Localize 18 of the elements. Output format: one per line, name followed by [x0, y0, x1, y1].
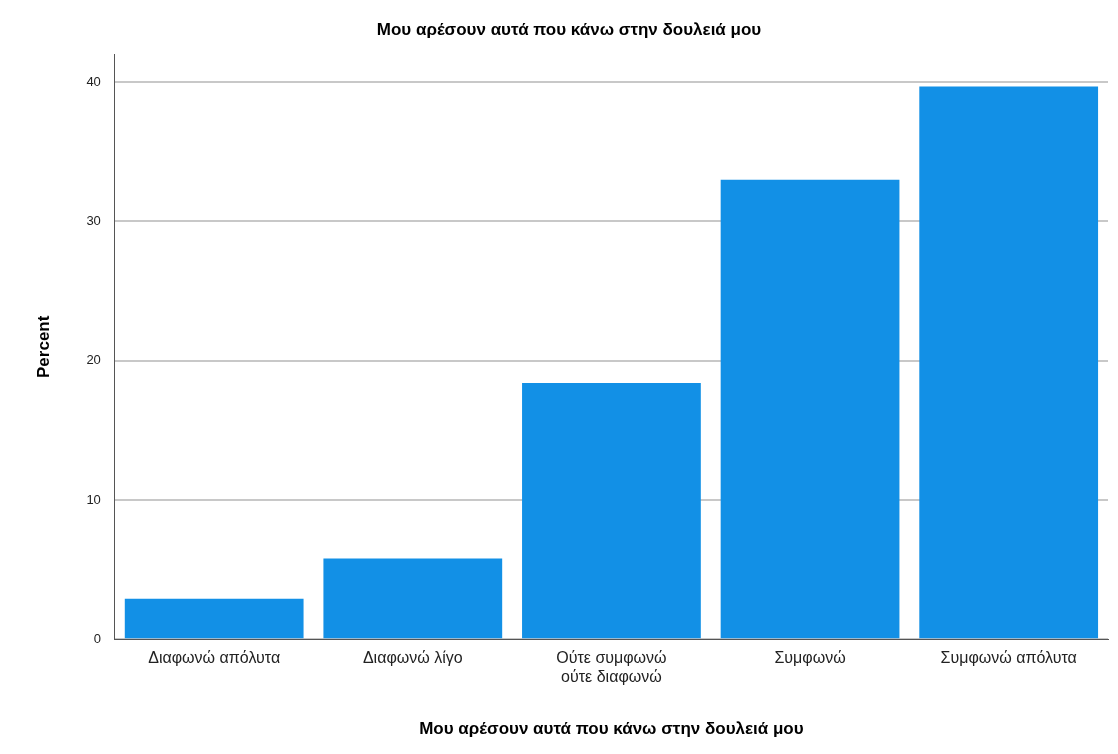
x-tick-label: Συμφωνώ απόλυτα: [940, 649, 1077, 667]
bar: [522, 383, 701, 639]
x-tick-label: Διαφωνώ λίγο: [362, 649, 463, 667]
y-axis-title: Percent: [33, 315, 53, 378]
x-tick-label: Συμφωνώ: [774, 649, 846, 667]
y-tick-label: 20: [86, 352, 101, 368]
y-tick-label: 40: [86, 73, 101, 89]
chart-title: Μου αρέσουν αυτά που κάνω στην δουλειά μου: [376, 19, 762, 39]
bar: [720, 179, 900, 639]
bar: [323, 558, 503, 639]
y-tick-label: 30: [86, 213, 101, 229]
bar: [124, 598, 304, 639]
y-tick-label: 10: [86, 491, 101, 507]
x-tick-label: Ούτε συμφωνώ ούτε διαφωνώ: [556, 649, 667, 686]
y-tick-label: 0: [93, 630, 101, 646]
bar: [919, 86, 1099, 639]
x-axis-title: Μου αρέσουν αυτά που κάνω στην δουλειά μου: [419, 719, 804, 739]
x-tick-label: Διαφωνώ απόλυτα: [148, 649, 281, 667]
